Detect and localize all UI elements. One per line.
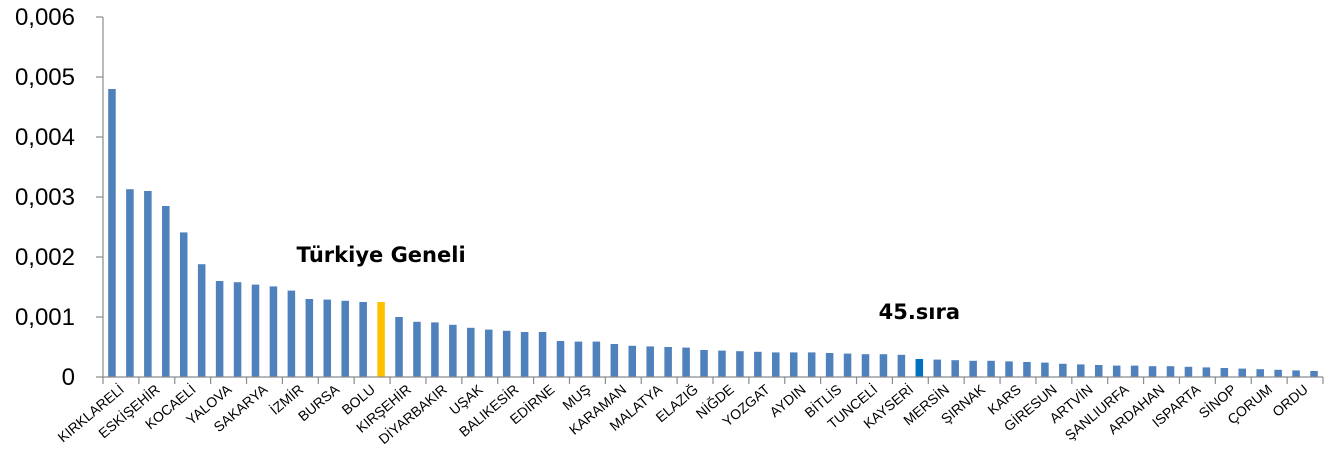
annotations: Türkiye Geneli 45.sıra	[297, 243, 961, 324]
bar	[538, 332, 547, 377]
y-tick-label: 0,001	[15, 304, 75, 331]
bar	[1005, 361, 1013, 377]
y-tick-label: 0	[62, 364, 75, 391]
bar	[502, 330, 511, 377]
bar	[987, 360, 995, 377]
bar	[233, 282, 242, 377]
x-tick-label: AYDIN	[766, 381, 808, 420]
bars	[108, 89, 1318, 377]
bar	[807, 352, 816, 377]
bar	[269, 286, 278, 377]
x-tick-label: ORDU	[1269, 381, 1311, 420]
bar	[395, 317, 403, 377]
bar	[1059, 363, 1067, 377]
bar	[126, 189, 134, 377]
bar	[1166, 366, 1175, 377]
bar	[915, 359, 924, 377]
bar	[1148, 366, 1157, 377]
bar	[772, 352, 780, 377]
bar	[754, 351, 762, 377]
bar	[197, 264, 206, 377]
bar	[1220, 368, 1229, 377]
bar	[323, 299, 332, 377]
bar	[736, 351, 744, 377]
bar	[951, 360, 959, 377]
bar	[1274, 369, 1282, 377]
y-tick-label: 0,002	[15, 244, 75, 271]
bar	[682, 347, 690, 377]
y-tick-label: 0,006	[15, 4, 75, 31]
bar	[933, 359, 942, 377]
x-tick-label: BURSA	[295, 381, 343, 425]
bar	[574, 341, 583, 377]
bar	[664, 347, 672, 377]
bar	[431, 322, 439, 377]
bar	[449, 324, 457, 377]
bar	[144, 191, 152, 377]
bar	[341, 300, 349, 377]
bar	[843, 353, 852, 377]
bar	[1292, 370, 1300, 377]
bar	[305, 299, 314, 377]
bar	[1238, 368, 1247, 377]
bar	[825, 353, 834, 377]
axes	[96, 16, 1324, 384]
y-tick-label: 0,003	[15, 184, 75, 211]
bar	[413, 321, 421, 377]
bar	[592, 341, 601, 377]
bar	[251, 284, 260, 377]
annotation-label: 45.sıra	[879, 300, 960, 324]
bar	[879, 354, 888, 377]
bar	[215, 281, 224, 377]
bar	[359, 302, 367, 377]
bar	[1184, 366, 1193, 377]
bar	[377, 302, 385, 377]
bar	[969, 360, 977, 377]
bar	[628, 345, 637, 377]
bar	[861, 354, 870, 377]
bar	[179, 232, 188, 377]
bar	[1112, 365, 1121, 377]
bar	[287, 290, 296, 377]
bar	[520, 332, 529, 377]
bar	[1310, 371, 1318, 377]
bar	[484, 329, 493, 377]
bar	[1256, 369, 1264, 377]
x-axis-ticks: KIRKLARELİESKİŞEHİRKOCAELİYALOVASAKARYAİ…	[54, 380, 1311, 447]
bar	[1130, 365, 1139, 377]
bar	[108, 89, 116, 377]
annotation-label: Türkiye Geneli	[297, 243, 466, 267]
bar	[700, 350, 708, 377]
bar	[646, 346, 654, 377]
bar	[718, 350, 726, 377]
y-tick-label: 0,005	[15, 64, 75, 91]
bar	[1202, 367, 1211, 377]
bar	[1077, 364, 1085, 377]
bar	[467, 327, 475, 377]
y-tick-label: 0,004	[15, 124, 75, 151]
bar	[897, 354, 906, 377]
bar	[1094, 365, 1103, 377]
bar	[610, 344, 619, 377]
y-axis-ticks: 0 0,001 0,002 0,003 0,004 0,005 0,006	[15, 4, 75, 391]
bar	[1041, 362, 1049, 377]
bar	[789, 352, 798, 377]
bar	[556, 341, 565, 377]
bar	[162, 206, 170, 377]
bar	[1023, 362, 1031, 377]
